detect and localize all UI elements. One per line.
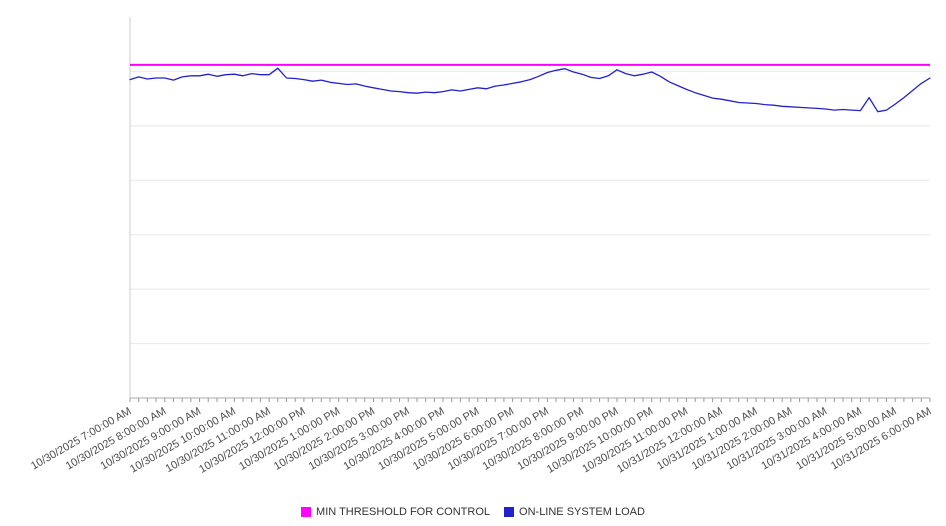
system-load-swatch-icon [504,507,515,517]
legend: MIN THRESHOLD FOR CONTROL ON-LINE SYSTEM… [0,506,946,518]
threshold-swatch-icon [301,507,312,517]
legend-item-threshold[interactable]: MIN THRESHOLD FOR CONTROL [301,506,490,518]
legend-label-system-load: ON-LINE SYSTEM LOAD [519,506,645,518]
system-load-series-line [129,67,931,113]
legend-item-system-load[interactable]: ON-LINE SYSTEM LOAD [504,506,645,518]
legend-label-threshold: MIN THRESHOLD FOR CONTROL [316,506,491,518]
